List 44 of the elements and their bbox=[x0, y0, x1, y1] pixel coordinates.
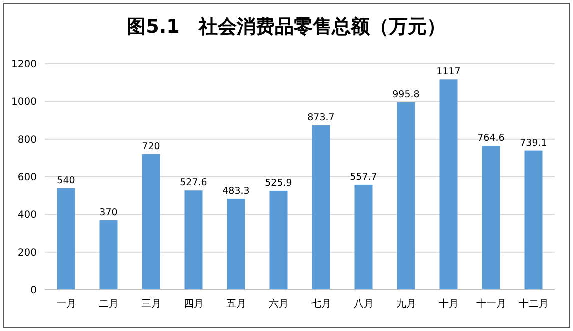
data-label: 370 bbox=[100, 207, 118, 218]
x-tick-label: 七月 bbox=[311, 298, 332, 310]
bar bbox=[100, 220, 118, 290]
x-tick-label: 四月 bbox=[184, 299, 204, 310]
data-label: 720 bbox=[142, 141, 160, 152]
x-tick-label: 十二月 bbox=[518, 298, 549, 310]
x-tick-label: 八月 bbox=[354, 299, 374, 310]
y-tick-label: 1200 bbox=[12, 60, 37, 70]
y-tick-label: 1000 bbox=[12, 97, 37, 108]
data-label: 540 bbox=[57, 175, 76, 186]
data-label: 739.1 bbox=[520, 138, 548, 149]
y-tick-label: 800 bbox=[18, 134, 37, 146]
bar bbox=[184, 190, 203, 290]
x-tick-label: 六月 bbox=[268, 298, 289, 310]
data-label: 873.7 bbox=[308, 112, 335, 124]
bar bbox=[397, 102, 416, 290]
x-tick-label: 十一月 bbox=[476, 298, 506, 310]
data-label: 1117 bbox=[436, 66, 461, 78]
chart-title: 图5.1 社会消费品零售总额（万元） bbox=[127, 16, 446, 38]
data-label: 764.6 bbox=[478, 133, 505, 144]
bar bbox=[142, 154, 160, 290]
y-tick-label: 600 bbox=[18, 172, 37, 184]
bar bbox=[312, 125, 330, 290]
data-label: 527.6 bbox=[180, 178, 208, 189]
data-label: 483.3 bbox=[222, 186, 250, 197]
bar bbox=[482, 146, 500, 290]
bar bbox=[524, 150, 543, 290]
data-label: 525.9 bbox=[265, 178, 292, 189]
bar bbox=[440, 80, 458, 290]
x-tick-label: 五月 bbox=[226, 299, 246, 310]
x-tick-label: 三月 bbox=[141, 299, 162, 310]
bar bbox=[270, 190, 288, 290]
data-label: 557.7 bbox=[350, 172, 378, 183]
bar bbox=[354, 184, 373, 290]
y-tick-label: 0 bbox=[30, 286, 37, 296]
bar bbox=[227, 198, 246, 290]
y-tick-label: 400 bbox=[18, 210, 37, 222]
data-label: 995.8 bbox=[392, 89, 420, 100]
x-tick-label: 一月 bbox=[56, 299, 76, 310]
x-tick-label: 九月 bbox=[396, 298, 416, 310]
y-tick-label: 200 bbox=[18, 248, 37, 259]
bar bbox=[57, 188, 76, 290]
x-tick-label: 十月 bbox=[438, 298, 459, 310]
x-tick-label: 二月 bbox=[98, 299, 119, 310]
